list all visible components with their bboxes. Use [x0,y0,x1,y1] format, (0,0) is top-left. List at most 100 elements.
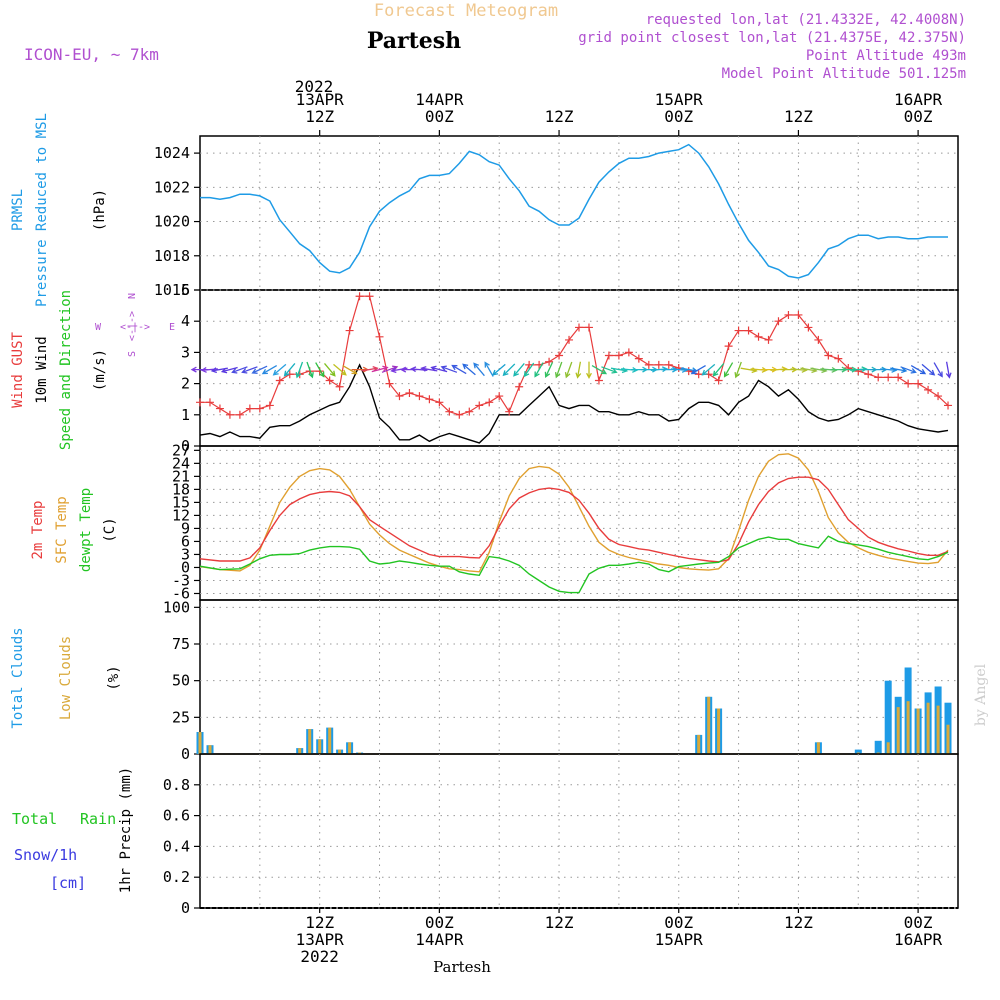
y-tick-label: 25 [172,708,190,726]
y-tick-label: 50 [172,672,190,690]
label-hpa: (hPa) [92,189,108,231]
wind-arrow [554,361,563,379]
y-tick-label: 0 [181,745,190,763]
y-tick-label: 1018 [154,247,190,265]
y-tick-label: 0 [181,899,190,917]
top-time-label: 14APR [415,90,464,109]
top-time-label: 12Z [545,107,574,126]
gust-marker [415,392,424,401]
low-cloud-bar [936,705,940,754]
label-1hr-precip: 1hr Precip (mm) [118,767,134,893]
gust-marker [565,335,574,344]
gust-marker [235,410,244,419]
label-prmsl: PRMSL [10,189,26,231]
compass-h-arrows: <-|-> [120,322,150,333]
wind-arrow [933,362,943,378]
y-tick-label: 1022 [154,178,190,196]
y-tick-label: 3 [181,343,190,361]
gust-marker [255,404,264,413]
gust-marker [545,357,554,366]
wind-arrow [575,361,582,379]
wind-arrow [283,362,296,377]
label-percent: (%) [106,665,122,690]
gust-marker [395,392,404,401]
label-cm: [cm] [50,874,86,892]
gust-marker [754,332,763,341]
compass-e: E [169,322,175,333]
panel-precip: 0 0.2 0.4 0.6 0.8 [163,753,959,917]
gust-marker [804,323,813,332]
gust-marker [196,398,204,407]
label-rain: Rain [80,810,116,828]
wind-arrow [390,367,408,374]
gust-marker [335,382,344,391]
y-tick-label: 12 [172,506,190,524]
y-tick-label: 0.2 [163,868,190,886]
panel-frame [199,599,959,755]
label-2m-temp: 2m Temp [30,500,46,559]
compass-v-arrows: <-|-> [127,311,138,341]
label-low-clouds: Low Clouds [58,636,74,720]
bottom-caption: Partesh [433,958,491,976]
gust-marker [764,335,773,344]
label-10m-wind: 10m Wind [34,336,50,403]
label-celsius: (C) [102,517,118,542]
top-time-label: 00Z [904,107,933,126]
y-tick-label: 21 [172,467,190,485]
wind-arrow [502,363,516,377]
gust-marker [944,401,953,410]
wind-arrow [601,366,618,374]
location-title: Partesh [367,28,461,54]
pressure-line [200,143,948,279]
wind-arrow [261,365,278,375]
temp-labels: 2m Temp SFC Temp dewpt Temp (C) [30,488,118,572]
point-altitude: Point Altitude 493m [806,48,966,64]
low-cloud-bar [816,742,820,754]
y-tick-label: 1016 [154,281,190,299]
forecast-title: Forecast Meteogram [374,1,558,21]
wind-arrow [333,363,347,376]
gust-marker [644,360,653,369]
gust-marker [734,326,743,335]
gust-line [200,295,949,416]
panel-clouds: 0 25 50 75 100 [163,598,959,763]
y-tick-label: 0 [181,558,190,576]
wind-arrow [945,361,952,379]
y-tick-label: 0.6 [163,807,190,825]
panel-frame [199,445,959,601]
wind-arrow [921,363,936,376]
y-tick-label: -6 [172,584,190,602]
gust-marker [814,335,823,344]
bottom-time-label: 12Z [305,913,334,932]
gust-marker [215,404,224,413]
gust-marker [435,398,444,407]
low-cloud-bar [328,727,332,754]
gust-marker [345,326,354,335]
cloud-labels: Total Clouds Low Clouds (%) [10,627,122,728]
label-gust: Wind GUST [10,332,26,408]
label-dewpt: dewpt Temp [78,488,94,572]
gust-marker [495,392,504,401]
gust-marker [455,410,464,419]
gust-marker [884,373,893,382]
temp-2m-line [199,476,949,563]
gust-marker [614,351,623,360]
wind-arrow [324,362,336,377]
low-cloud-bar [916,708,920,754]
gust-marker [844,364,853,372]
wind-arrow [462,363,476,376]
wind-arrow [591,365,608,375]
wind-arrow [351,366,369,373]
wind-arrow [900,366,917,374]
gust-marker [425,395,434,404]
gust-marker [744,326,753,335]
gust-marker [654,360,663,369]
gust-marker [774,317,783,326]
label-total-clouds: Total Clouds [10,627,26,728]
gust-marker [375,332,384,341]
label-ms: (m/s) [92,349,108,391]
gust-marker [505,407,514,416]
top-time-label: 00Z [425,107,454,126]
